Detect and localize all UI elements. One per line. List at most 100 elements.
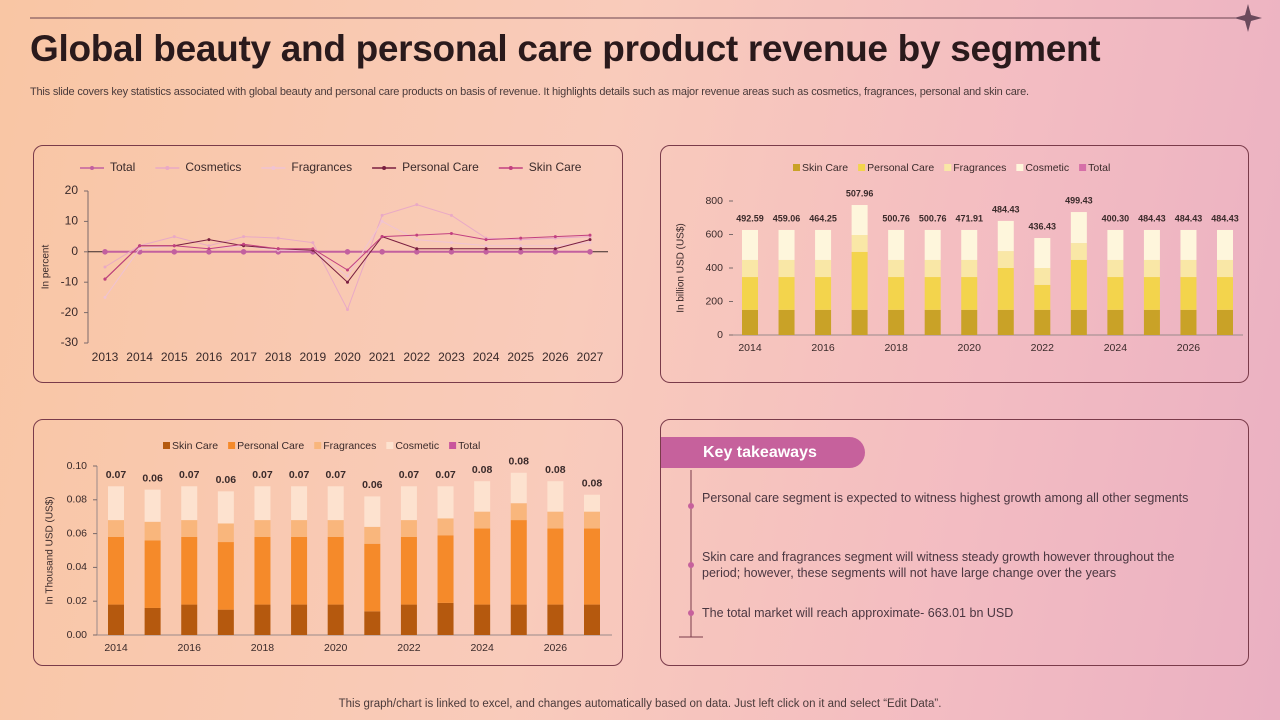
bar-segment (742, 309, 758, 335)
bar-segment (997, 220, 1014, 252)
point (484, 238, 488, 242)
y-tick-label: 0 (717, 329, 723, 341)
bar-segment (181, 520, 198, 537)
bar-segment (1034, 309, 1051, 335)
legend-label: Cosmetic (395, 440, 439, 452)
bar-segment (291, 536, 308, 605)
bar-segment (1180, 309, 1197, 335)
point (552, 249, 559, 255)
point (103, 277, 107, 281)
x-tick-label: 2024 (470, 642, 494, 654)
total-label: 0.06 (142, 472, 163, 484)
x-tick-label: 2020 (334, 350, 361, 364)
legend-swatch (228, 442, 236, 449)
x-tick-label: 2014 (738, 342, 762, 354)
bar-segment (108, 536, 124, 605)
legend-marker (382, 166, 387, 170)
point (415, 238, 419, 242)
bar-segment (584, 494, 600, 512)
point (207, 247, 211, 251)
star-icon (1234, 4, 1262, 32)
point (242, 235, 246, 239)
y-axis-label: In billion USD (US$) (676, 223, 687, 312)
bar-segment (291, 604, 308, 635)
series-line (104, 204, 591, 311)
legend-label: Personal Care (867, 162, 934, 174)
bar-segment (851, 235, 868, 252)
bar-segment (924, 229, 941, 260)
point (449, 247, 453, 251)
bar-segment (1217, 277, 1233, 310)
bar-segment (742, 259, 758, 278)
y-tick-label: 0 (71, 244, 78, 258)
bar-segment (217, 542, 234, 610)
bar-segment (1217, 259, 1233, 278)
bar-segment (474, 528, 491, 605)
total-label: 500.76 (919, 213, 947, 223)
point (415, 233, 419, 237)
point (415, 247, 419, 251)
bar-segment (924, 309, 941, 335)
legend-swatch (1016, 164, 1024, 171)
bar-segment (1107, 309, 1124, 335)
bar-segment (217, 491, 234, 524)
x-tick-label: 2018 (884, 342, 908, 354)
legend-label: Personal Care (237, 440, 304, 452)
bar-segment (1143, 309, 1160, 335)
total-label: 0.07 (435, 469, 456, 481)
point (517, 249, 524, 255)
bar-segment (437, 518, 454, 536)
legend-label: Skin Care (172, 440, 218, 452)
x-tick-label: 2026 (544, 642, 568, 654)
x-tick-label: 2024 (1104, 342, 1128, 354)
bar-segment (547, 511, 564, 529)
bar-segment (888, 277, 905, 310)
bar-segment (547, 604, 564, 635)
point (519, 244, 523, 248)
bullet (688, 610, 694, 616)
bar-segment (888, 309, 905, 335)
bar-segment (924, 277, 941, 310)
bar-segment (364, 543, 381, 612)
total-label: 0.06 (362, 479, 383, 491)
point (172, 244, 176, 248)
bar-segment (888, 229, 905, 260)
bar-segment (815, 259, 832, 278)
x-tick-label: 2016 (196, 350, 223, 364)
y-tick-label: 600 (705, 228, 723, 240)
legend-label: Skin Care (802, 162, 848, 174)
point (242, 242, 246, 246)
series-line (104, 233, 591, 280)
bar-segment (1143, 259, 1160, 278)
x-tick-label: 2018 (251, 642, 275, 654)
bar-segment (1034, 268, 1051, 285)
point (415, 203, 419, 207)
y-tick-label: 0.06 (67, 527, 88, 539)
bar-segment (778, 229, 795, 260)
legend-label: Cosmetics (185, 160, 241, 174)
point (449, 213, 453, 217)
point (484, 247, 488, 251)
legend-swatch (163, 442, 170, 449)
x-tick-label: 2020 (324, 642, 348, 654)
bar-segment (108, 486, 124, 521)
point (448, 249, 455, 255)
legend-label: Skin Care (529, 160, 582, 174)
x-tick-label: 2021 (369, 350, 396, 364)
total-label: 0.07 (289, 469, 310, 481)
legend-label: Personal Care (402, 160, 479, 174)
point (346, 268, 349, 272)
legend-swatch (858, 164, 866, 171)
x-tick-label: 2013 (92, 350, 119, 364)
y-tick-label: 0.02 (67, 595, 88, 607)
x-tick-label: 2020 (958, 342, 982, 354)
bar-segment (474, 604, 491, 635)
bar-segment (291, 520, 308, 537)
x-tick-label: 2015 (161, 350, 188, 364)
point (207, 238, 211, 242)
total-label: 499.43 (1065, 195, 1093, 205)
y-tick-label: 400 (705, 262, 723, 274)
point (172, 235, 176, 239)
x-tick-label: 2026 (1177, 342, 1201, 354)
x-tick-label: 2014 (126, 350, 153, 364)
